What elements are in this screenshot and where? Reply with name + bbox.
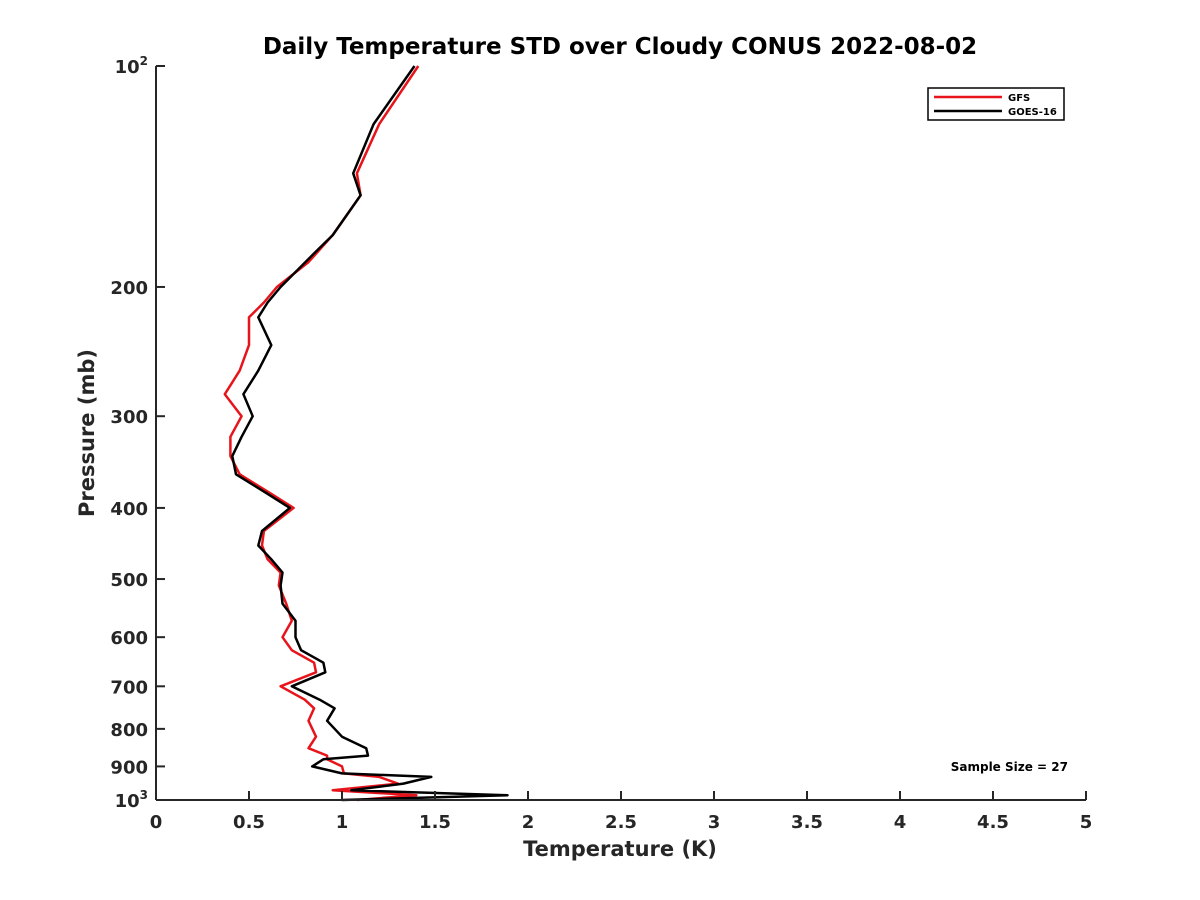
legend-gfs-label: GFS: [1008, 93, 1030, 104]
y-tick-label: 400: [110, 499, 148, 520]
x-axis-ticks: 0 0.5 1 1.5 2 2.5 3 3.5 4 4.5 5: [150, 791, 1093, 833]
legend-box: [927, 87, 1065, 121]
y-tick-label: 700: [110, 677, 148, 698]
x-tick-label: 3.5: [791, 812, 823, 833]
y-tick-label: 200: [110, 278, 148, 299]
y-tick-label: 300: [110, 407, 148, 428]
plot-area: [223, 65, 509, 802]
x-tick-label: 3: [708, 812, 721, 833]
x-tick-label: 0.5: [233, 812, 265, 833]
x-tick-label: 5: [1080, 812, 1093, 833]
y-tick-label: 500: [110, 570, 148, 591]
y-axis-label: Pressure (mb): [75, 349, 99, 517]
sample-size-annotation: Sample Size = 27: [951, 760, 1068, 774]
y-tick-label: 900: [110, 757, 148, 778]
legend: GFS GOES-16: [927, 87, 1065, 121]
chart-title: Daily Temperature STD over Cloudy CONUS …: [263, 34, 977, 60]
y-tick-label: 102: [115, 54, 148, 78]
legend-goes-label: GOES-16: [1008, 107, 1057, 118]
x-tick-label: 2: [522, 812, 535, 833]
y-axis-ticks: 102 200 300 400 500 600 700 800 900 103: [110, 54, 165, 812]
x-tick-label: 1: [336, 812, 349, 833]
x-tick-label: 4.5: [977, 812, 1009, 833]
x-tick-label: 0: [150, 812, 163, 833]
y-tick-label: 103: [115, 788, 148, 812]
y-tick-label: 600: [110, 628, 148, 649]
x-tick-label: 4: [894, 812, 907, 833]
x-axis-label: Temperature (K): [523, 837, 717, 861]
series-line-goes-16: [231, 65, 509, 802]
x-tick-label: 2.5: [605, 812, 637, 833]
x-tick-label: 1.5: [419, 812, 451, 833]
y-tick-label: 800: [110, 720, 148, 741]
